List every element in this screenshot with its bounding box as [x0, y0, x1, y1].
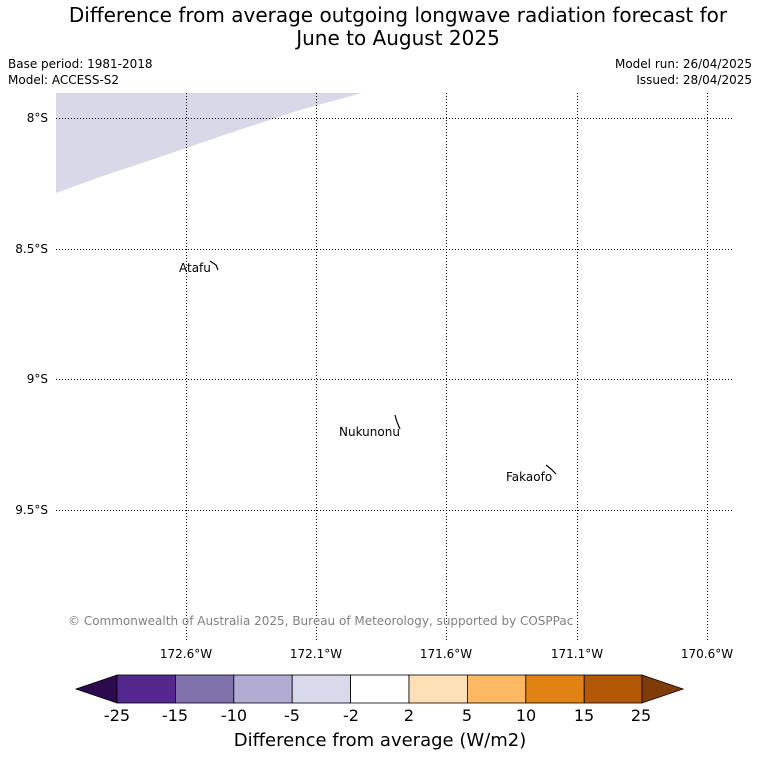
- place-label-atafu: Atafu: [179, 261, 211, 275]
- colorbar-tick-label: 10: [515, 706, 537, 725]
- nukunonu-coastline: [394, 414, 401, 430]
- lon-label-172-1w: 172.1°W: [289, 647, 343, 661]
- lon-label-172-6w: 172.6°W: [159, 647, 213, 661]
- colorbar-segment-2: [174, 674, 235, 704]
- meta-left: Base period: 1981-2018 Model: ACCESS-S2: [8, 56, 153, 88]
- anomaly-region: [56, 93, 362, 193]
- colorbar-title: Difference from average (W/m2): [233, 730, 527, 751]
- colorbar-tick-label: 15: [573, 706, 595, 725]
- model-text: Model: ACCESS-S2: [8, 73, 120, 87]
- colorbar-segment-3: [233, 674, 293, 704]
- base-period-text: Base period: 1981-2018: [8, 57, 153, 71]
- meta-right: Model run: 26/04/2025 Issued: 28/04/2025: [615, 56, 752, 88]
- colorbar-segment-5: [350, 674, 410, 704]
- lon-label-171-6w: 171.6°W: [419, 647, 473, 661]
- colorbar-segment-4: [291, 674, 352, 704]
- colorbar-segment-1: [116, 674, 176, 704]
- lat-label-8-5s: 8.5°S: [15, 242, 48, 256]
- issued-text: Issued: 28/04/2025: [636, 73, 752, 87]
- colorbar-tick-label: -15: [161, 706, 189, 725]
- lon-label-170-6w: 170.6°W: [680, 647, 734, 661]
- lat-label-9-5s: 9.5°S: [15, 503, 48, 517]
- colorbar-segment-6: [408, 674, 468, 704]
- copyright-text: © Commonwealth of Australia 2025, Bureau…: [68, 614, 574, 628]
- lat-label-9s: 9°S: [26, 372, 48, 386]
- place-label-nukunonu: Nukunonu: [339, 425, 400, 439]
- colorbar: [74, 674, 685, 704]
- fakaofo-coastline: [545, 464, 557, 475]
- colorbar-tick-label: -5: [284, 706, 300, 725]
- colorbar-tick-label: -10: [220, 706, 248, 725]
- colorbar-segment-9: [583, 674, 643, 704]
- colorbar-segment-8: [525, 674, 585, 704]
- colorbar-tick-label: 2: [403, 706, 415, 725]
- colorbar-segment-7: [466, 674, 527, 704]
- atafu-coastline: [209, 260, 219, 271]
- colorbar-under-triangle: [74, 674, 118, 704]
- colorbar-over-triangle: [641, 674, 685, 704]
- place-label-fakaofo: Fakaofo: [506, 470, 553, 484]
- lon-label-171-1w: 171.1°W: [550, 647, 604, 661]
- model-run-text: Model run: 26/04/2025: [614, 57, 752, 71]
- colorbar-tick-label: -25: [103, 706, 131, 725]
- colorbar-tick-label: 5: [461, 706, 473, 725]
- map-title: Difference from average outgoing longwav…: [68, 3, 728, 50]
- lat-label-8s: 8°S: [26, 111, 48, 125]
- colorbar-tick-label: -2: [343, 706, 359, 725]
- colorbar-tick-label: 25: [630, 706, 652, 725]
